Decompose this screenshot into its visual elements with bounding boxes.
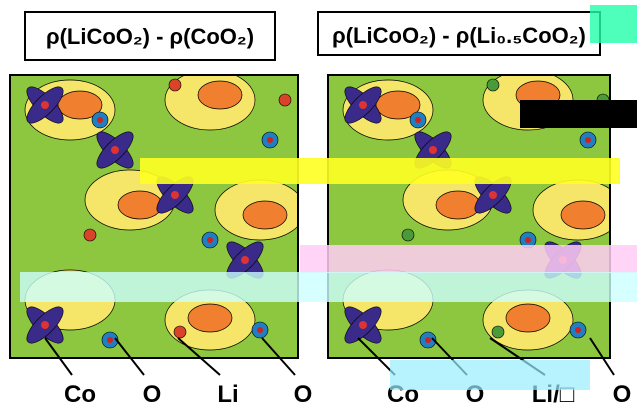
panel: ρ(LiCoO₂) - ρ(CoO₂) xyxy=(10,12,305,358)
o-core xyxy=(267,137,273,143)
li-site xyxy=(84,229,96,241)
li-site xyxy=(279,94,291,106)
panel: ρ(LiCoO₂) - ρ(Li₀.₅CoO₂) xyxy=(318,12,623,358)
co-core xyxy=(359,101,367,109)
co-core xyxy=(489,191,497,199)
lobe xyxy=(198,81,242,109)
atom-label: O xyxy=(143,381,162,407)
lobe xyxy=(436,191,480,219)
li-site xyxy=(169,79,181,91)
atom-label: O xyxy=(294,381,313,407)
atom-label: Li xyxy=(217,381,238,407)
o-core xyxy=(97,117,103,123)
co-core xyxy=(241,256,249,264)
co-core xyxy=(41,101,49,109)
atom-label: Co xyxy=(64,381,96,407)
o-core xyxy=(575,327,581,333)
atom-label: O xyxy=(613,381,632,407)
panel-title: ρ(LiCoO₂) - ρ(CoO₂) xyxy=(46,24,254,49)
figure: ρ(LiCoO₂) - ρ(CoO₂) ρ(LiCoO₂) - ρ(Li₀.₅C… xyxy=(0,0,637,407)
o-core xyxy=(207,237,213,243)
o-core xyxy=(415,117,421,123)
o-core xyxy=(525,237,531,243)
li-site xyxy=(174,326,186,338)
co-core xyxy=(359,321,367,329)
co-core xyxy=(429,146,437,154)
lobe xyxy=(561,201,605,229)
co-core xyxy=(171,191,179,199)
o-core xyxy=(585,137,591,143)
co-core xyxy=(41,321,49,329)
o-core xyxy=(257,327,263,333)
lobe xyxy=(188,304,232,332)
o-core xyxy=(107,337,113,343)
li-site xyxy=(402,229,414,241)
panel-title: ρ(LiCoO₂) - ρ(Li₀.₅CoO₂) xyxy=(332,23,586,48)
lobe xyxy=(243,201,287,229)
lobe xyxy=(506,304,550,332)
o-core xyxy=(425,337,431,343)
co-core xyxy=(111,146,119,154)
li-site xyxy=(492,326,504,338)
lobe xyxy=(118,191,162,219)
li-site xyxy=(487,79,499,91)
